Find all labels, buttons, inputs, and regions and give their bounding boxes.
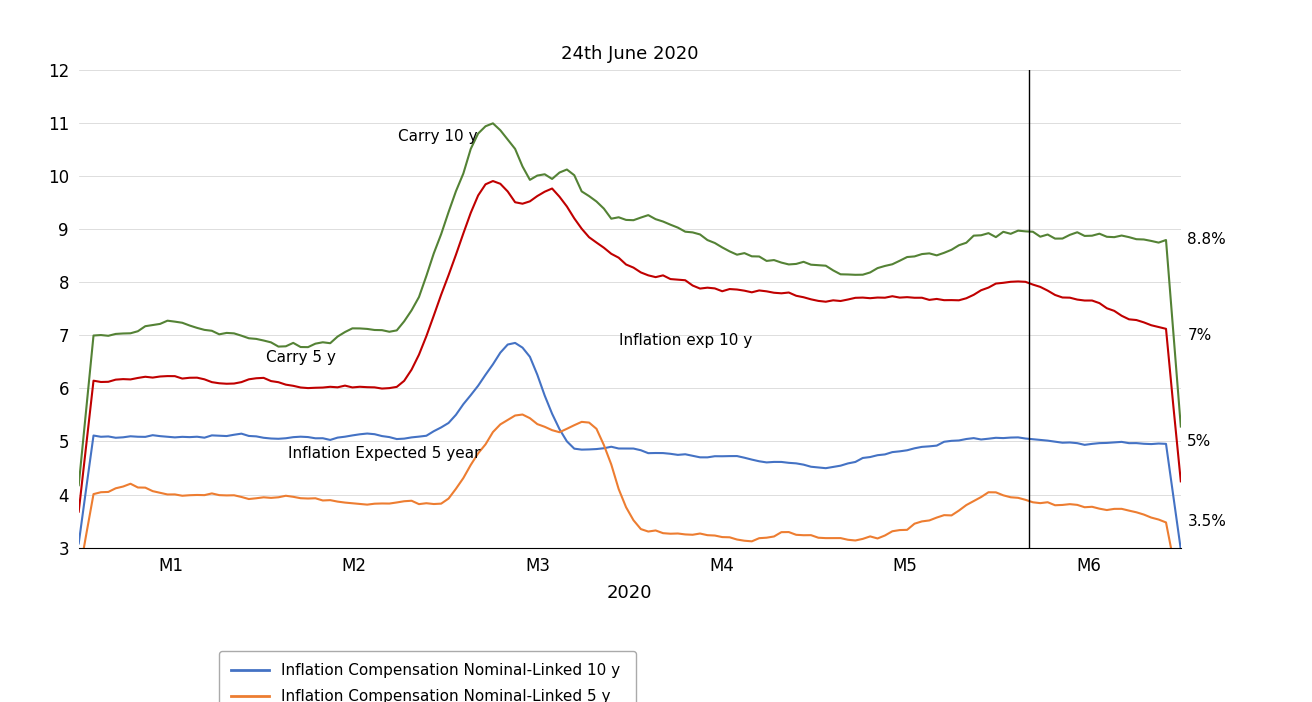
Text: 5%: 5% [1187, 434, 1211, 449]
Text: Inflation Expected 5 year: Inflation Expected 5 year [289, 446, 480, 461]
X-axis label: 2020: 2020 [607, 583, 652, 602]
Text: 7%: 7% [1187, 328, 1211, 343]
Text: Carry 5 y: Carry 5 y [266, 350, 336, 365]
Text: Inflation exp 10 y: Inflation exp 10 y [619, 333, 752, 348]
Text: Carry 10 y: Carry 10 y [399, 129, 478, 144]
Title: 24th June 2020: 24th June 2020 [562, 45, 698, 63]
Text: 8.8%: 8.8% [1187, 232, 1227, 247]
Legend: Inflation Compensation Nominal-Linked 10 y, Inflation Compensation Nominal-Linke: Inflation Compensation Nominal-Linked 10… [219, 651, 636, 702]
Text: 3.5%: 3.5% [1187, 514, 1227, 529]
